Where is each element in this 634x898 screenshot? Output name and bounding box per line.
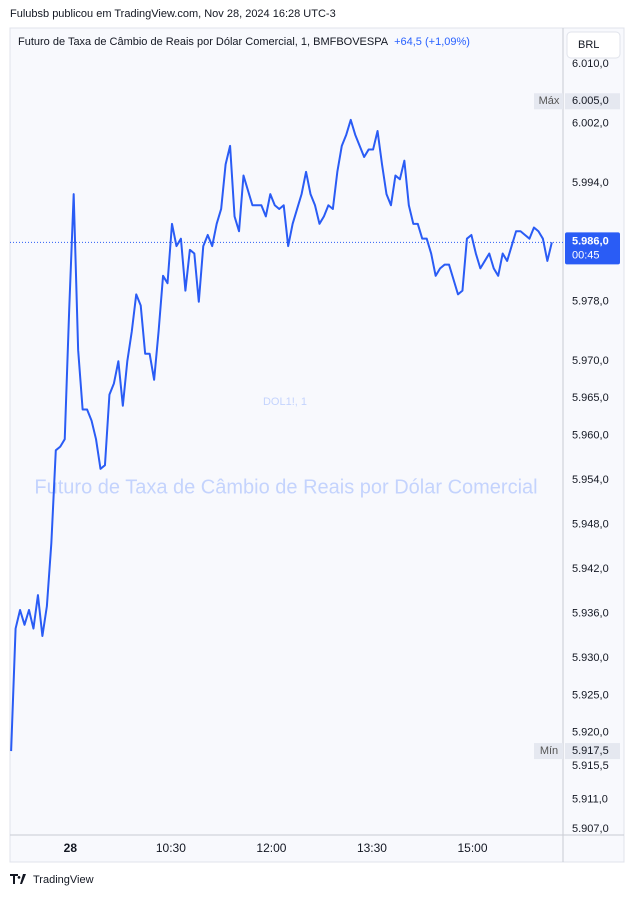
- chart-pane: [9, 27, 625, 863]
- max-price-box: [565, 93, 620, 110]
- y-tick-label: 5.911,0: [572, 793, 608, 805]
- y-tick-label: 5.915,5: [572, 760, 609, 772]
- y-tick-label: 5.970,0: [572, 355, 609, 367]
- currency-button[interactable]: [566, 31, 621, 59]
- currency-label: BRL: [578, 39, 599, 51]
- chart-subtitle: +64,5 (+1,09%): [394, 36, 470, 48]
- price-line: [10, 118, 553, 752]
- y-tick-label: 5.907,0: [572, 823, 609, 835]
- watermark-subtitle: Futuro de Taxa de Câmbio de Reais por Dó…: [34, 476, 537, 498]
- y-tick-label: 5.978,0: [572, 296, 609, 308]
- min-tag: Mín: [540, 745, 558, 757]
- y-tick-label: 5.960,0: [572, 429, 609, 441]
- min-tag-box: [534, 743, 563, 760]
- y-tick-label: 5.965,0: [572, 392, 609, 404]
- last-price-box: [565, 232, 620, 265]
- x-tick-label: 10:30: [156, 841, 186, 855]
- x-tick-label: 15:00: [457, 841, 487, 855]
- y-tick-label: 5.930,0: [572, 652, 609, 664]
- countdown: 00:45: [572, 249, 600, 261]
- y-tick-label: 5.936,0: [572, 608, 609, 620]
- x-tick-label: 28: [64, 841, 78, 855]
- x-tick-label: 13:30: [357, 841, 387, 855]
- y-tick-label: 6.002,0: [572, 117, 609, 129]
- y-tick-label: 5.948,0: [572, 518, 609, 530]
- y-tick-label: 5.994,0: [572, 177, 609, 189]
- x-tick-label: 12:00: [256, 841, 286, 855]
- header: Fulubsb publicou em TradingView.com, Nov…: [10, 8, 336, 20]
- y-tick-label: 6.010,0: [572, 58, 609, 70]
- chart-title: Futuro de Taxa de Câmbio de Reais por Dó…: [18, 36, 389, 48]
- footer-logo: [10, 874, 26, 884]
- max-tag: Máx: [539, 95, 560, 107]
- last-price-label: 5.986,0: [572, 235, 609, 247]
- y-tick-label: 5.920,0: [572, 726, 609, 738]
- min-price-label: 5.917,5: [572, 745, 609, 757]
- y-tick-label: 5.942,0: [572, 563, 609, 575]
- y-tick-label: 5.954,0: [572, 474, 609, 486]
- y-tick-label: 5.925,0: [572, 689, 609, 701]
- watermark: DOL1!, 1: [263, 396, 307, 408]
- max-tag-box: [534, 93, 563, 110]
- max-price-label: 6.005,0: [572, 95, 609, 107]
- min-price-box: [565, 743, 620, 760]
- footer: TradingView: [33, 874, 94, 886]
